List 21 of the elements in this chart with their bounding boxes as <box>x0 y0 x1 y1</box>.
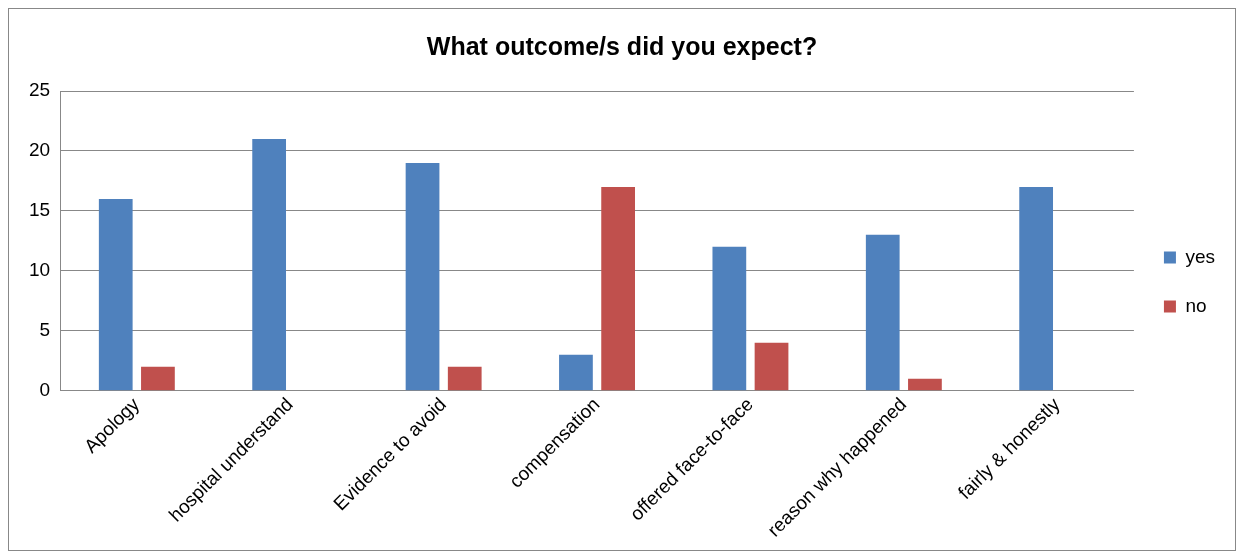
y-tick-label: 0 <box>39 378 51 400</box>
y-tick-label: 15 <box>28 199 51 221</box>
y-tick-label: 10 <box>28 259 51 281</box>
bar <box>865 234 900 391</box>
bar <box>908 378 942 391</box>
chart-title: What outcome/s did you expect? <box>426 31 818 60</box>
y-tick-label: 20 <box>28 139 51 161</box>
legend-label: yes <box>1185 245 1216 267</box>
bar <box>252 138 287 391</box>
y-tick-label: 25 <box>28 79 51 101</box>
bar <box>754 342 789 391</box>
bar <box>1019 186 1054 391</box>
bar <box>447 366 482 391</box>
legend-label: no <box>1185 294 1207 316</box>
bar <box>141 366 175 391</box>
bar <box>712 246 747 391</box>
bar <box>98 198 133 391</box>
bar <box>405 162 440 391</box>
bar <box>559 354 593 391</box>
y-tick-label: 5 <box>39 318 51 340</box>
bar <box>601 186 635 391</box>
